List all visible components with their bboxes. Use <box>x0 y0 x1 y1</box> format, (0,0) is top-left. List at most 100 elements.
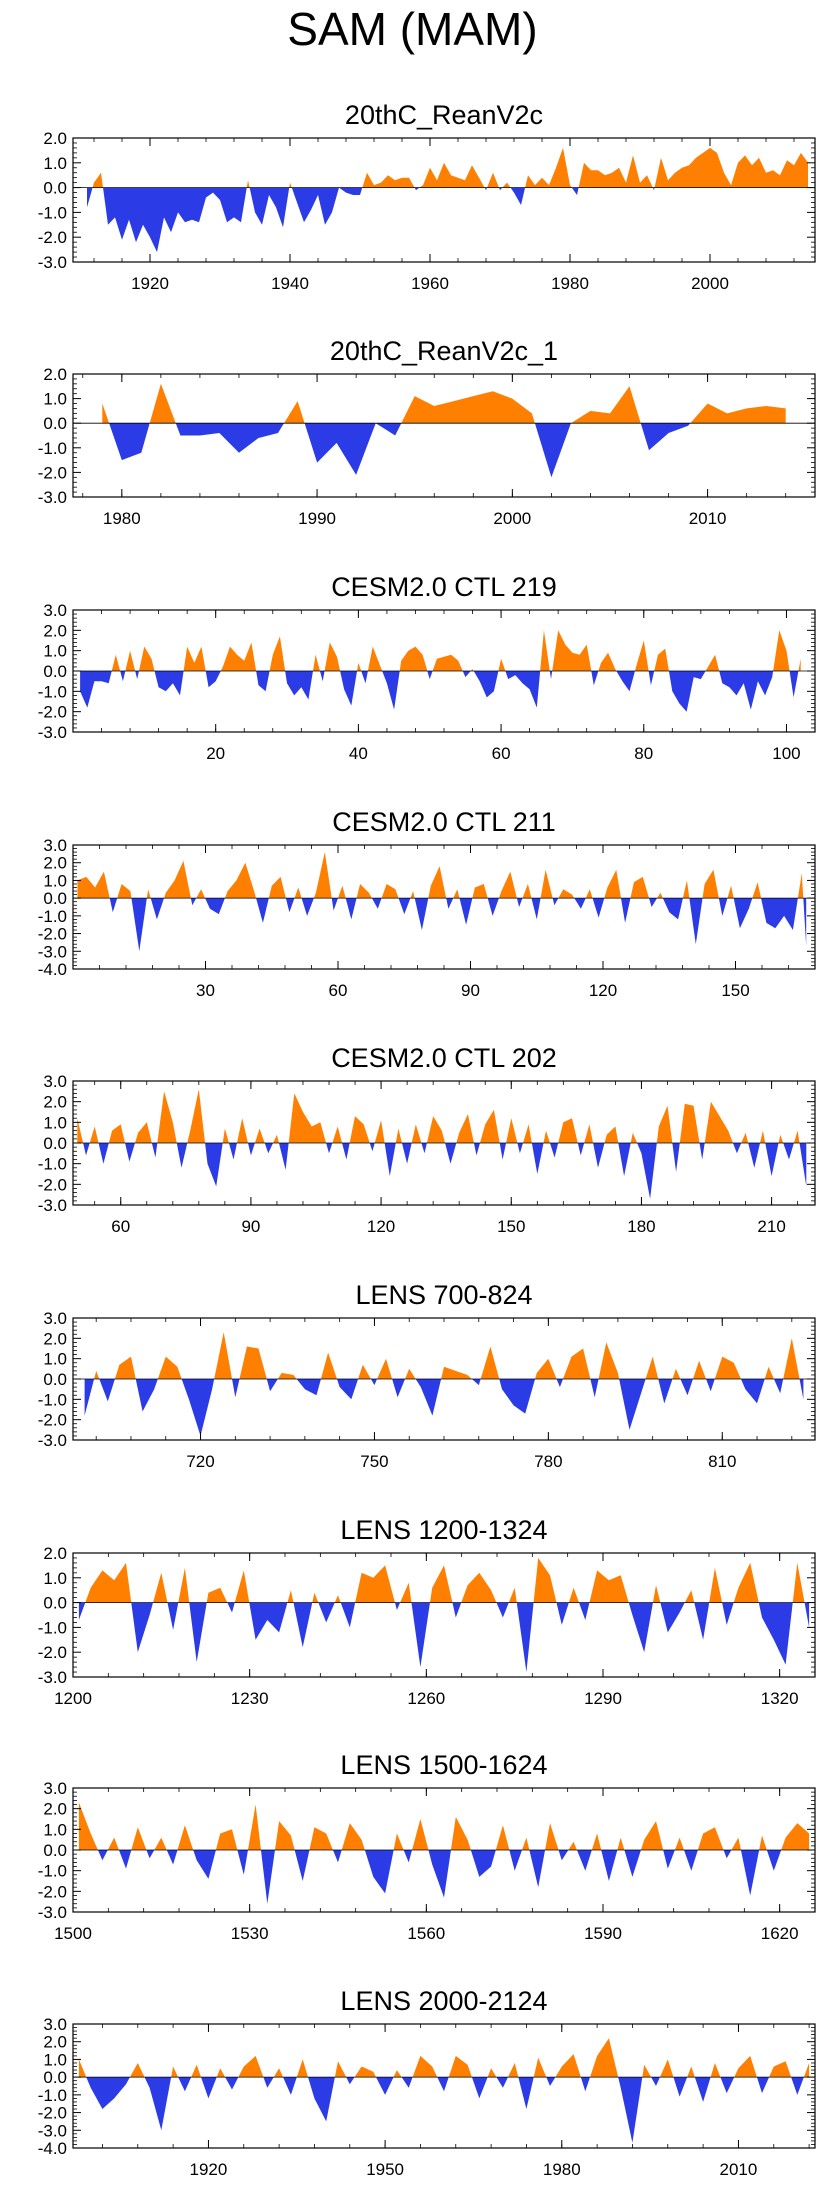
y-tick-label: 1.0 <box>43 871 67 890</box>
y-tick-label: 1.0 <box>43 390 67 409</box>
x-tick-label: 1290 <box>584 1689 622 1708</box>
y-tick-label: 1.0 <box>43 1820 67 1839</box>
y-tick-label: 0.0 <box>43 662 67 681</box>
panel-title: LENS 2000-2124 <box>340 1986 547 2016</box>
x-tick-label: 810 <box>708 1452 736 1471</box>
negative-anomaly-area <box>87 187 655 253</box>
y-tick-label: 1.0 <box>43 1350 67 1369</box>
plot-frame <box>72 373 816 498</box>
x-tick-label: 60 <box>111 1217 130 1236</box>
y-tick-label: -2.0 <box>38 925 67 944</box>
negative-anomaly-area <box>80 671 801 712</box>
x-tick-label: 1960 <box>411 274 449 293</box>
x-tick-label: 90 <box>461 981 480 1000</box>
panel-8: LENS 1500-1624 -3.0 -2.0-1.0 0.0 1.02.0 3.0 15… <box>38 1750 816 1943</box>
x-tick-label: 720 <box>186 1452 214 1471</box>
x-tick-label: 1260 <box>407 1689 445 1708</box>
y-tick-label: 2.0 <box>43 1329 67 1348</box>
y-tick-label: -2.0 <box>38 1643 67 1662</box>
negative-anomaly-area <box>84 1379 804 1436</box>
positive-anomaly-area <box>78 1802 810 1850</box>
x-tick-label: 1500 <box>54 1924 92 1943</box>
x-tick-label: 1980 <box>543 2160 581 2179</box>
y-tick-label: 0.0 <box>43 414 67 433</box>
panel-title: CESM2.0 CTL 202 <box>331 1043 557 1073</box>
y-tick-label: 2.0 <box>43 621 67 640</box>
plot-frame <box>72 137 816 263</box>
y-tick-label: -3.0 <box>38 2121 67 2140</box>
y-tick-label: 2.0 <box>43 1093 67 1112</box>
y-tick-label: 0.0 <box>43 1594 67 1613</box>
x-tick-label: 40 <box>349 744 368 763</box>
y-tick-label: 0.0 <box>43 179 67 198</box>
y-tick-label: -3.0 <box>38 253 67 272</box>
y-tick-label: 2.0 <box>43 1800 67 1819</box>
positive-anomaly-area <box>77 1089 807 1143</box>
y-tick-label: 3.0 <box>43 1072 67 1091</box>
x-tick-label: 1320 <box>761 1689 799 1708</box>
negative-anomaly-area <box>78 1850 810 1904</box>
x-tick-label: 1980 <box>551 274 589 293</box>
y-tick-label: -3.0 <box>38 488 67 507</box>
panel-4: CESM2.0 CTL 211 -4.0-3.0-2.0-1.00.01.02.0… <box>38 807 816 1000</box>
panel-6: LENS 700-824 -3.0-2.0 -1.00.01.0 2.03.0 720 7… <box>38 1280 816 1471</box>
plot-frame <box>72 1552 816 1678</box>
y-tick-label: -1.0 <box>38 439 67 458</box>
y-tick-label: 3.0 <box>43 2015 67 2034</box>
panel-title: LENS 1500-1624 <box>340 1750 547 1780</box>
y-tick-label: -1.0 <box>38 907 67 926</box>
y-tick-label: -1.0 <box>38 2086 67 2105</box>
x-tick-label: 100 <box>772 744 800 763</box>
panel-5: CESM2.0 CTL 202 -3.0 -2.0-1.0 0.0 1.02.0 3.0 6… <box>38 1043 816 1236</box>
y-tick-label: 3.0 <box>43 836 67 855</box>
x-tick-label: 150 <box>721 981 749 1000</box>
y-tick-label: -3.0 <box>38 1903 67 1922</box>
positive-anomaly-area <box>84 1332 804 1379</box>
y-tick-label: -2.0 <box>38 1882 67 1901</box>
x-tick-label: 1530 <box>231 1924 269 1943</box>
negative-anomaly-area <box>78 1602 810 1672</box>
x-tick-label: 180 <box>627 1217 655 1236</box>
positive-anomaly-area <box>77 852 807 899</box>
panel-1: 20thC_ReanV2c -3.0 -2.0 -1.0 0.0 1.0 2.0 1920 19… <box>38 100 816 293</box>
negative-anomaly-area <box>109 898 807 952</box>
panel-title: LENS 1200-1324 <box>340 1515 547 1545</box>
y-tick-label: -2.0 <box>38 2104 67 2123</box>
y-tick-label: 2.0 <box>43 365 67 384</box>
y-tick-label: 2.0 <box>43 2033 67 2052</box>
x-tick-label: 1590 <box>584 1924 622 1943</box>
y-tick-label: -4.0 <box>38 2139 67 2158</box>
y-tick-label: -1.0 <box>38 203 67 222</box>
x-tick-label: 1920 <box>190 2160 228 2179</box>
x-tick-label: 2000 <box>493 509 531 528</box>
y-tick-label: -2.0 <box>38 463 67 482</box>
panel-title: CESM2.0 CTL 219 <box>331 572 557 602</box>
y-tick-label: -3.0 <box>38 1431 67 1450</box>
main-title: SAM (MAM) <box>287 3 538 55</box>
panel-7: LENS 1200-1324 -3.0 -2.0 -1.0 0.0 1.0 2.0 1200 1… <box>38 1515 816 1708</box>
x-tick-label: 2010 <box>720 2160 758 2179</box>
x-tick-label: 60 <box>492 744 511 763</box>
y-tick-label: 1.0 <box>43 2050 67 2069</box>
positive-anomaly-area <box>102 383 786 424</box>
x-tick-label: 210 <box>757 1217 785 1236</box>
y-tick-label: 1.0 <box>43 642 67 661</box>
x-tick-label: 30 <box>196 981 215 1000</box>
y-tick-label: 0.0 <box>43 1841 67 1860</box>
panel-title: 20thC_ReanV2c <box>345 100 543 130</box>
y-tick-label: 0.0 <box>43 1134 67 1153</box>
y-tick-label: 2.0 <box>43 129 67 148</box>
x-tick-label: 120 <box>367 1217 395 1236</box>
y-tick-label: 3.0 <box>43 1309 67 1328</box>
y-tick-label: -1.0 <box>38 1618 67 1637</box>
y-tick-label: 1.0 <box>43 154 67 173</box>
negative-anomaly-area <box>77 1143 807 1199</box>
y-tick-label: -2.0 <box>38 1175 67 1194</box>
y-tick-label: 2.0 <box>43 1544 67 1563</box>
x-tick-label: 1980 <box>103 509 141 528</box>
y-tick-label: -2.0 <box>38 228 67 247</box>
positive-anomaly-area <box>85 1558 805 1603</box>
x-tick-label: 1620 <box>761 1924 799 1943</box>
x-tick-label: 90 <box>241 1217 260 1236</box>
positive-anomaly-area <box>78 2038 810 2078</box>
